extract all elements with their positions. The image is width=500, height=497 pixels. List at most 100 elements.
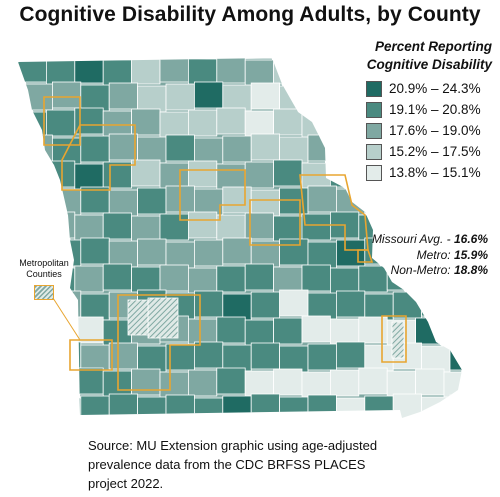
county (301, 315, 331, 343)
county (187, 369, 218, 397)
legend: Percent Reporting Cognitive Disability 2… (336, 38, 496, 183)
county (279, 396, 309, 418)
county (23, 394, 53, 418)
legend-label: 13.8% – 15.1% (389, 165, 481, 180)
county (80, 186, 110, 214)
county (415, 317, 445, 345)
county (80, 84, 110, 112)
county (80, 135, 110, 163)
county (193, 239, 224, 267)
county (273, 317, 303, 345)
metro-core-county (127, 299, 149, 336)
county (307, 292, 337, 320)
county (80, 293, 110, 321)
source-note: Source: MU Extension graphic using age-a… (88, 438, 378, 491)
county (364, 395, 394, 418)
county (193, 397, 224, 418)
county (108, 133, 138, 161)
county (443, 371, 462, 399)
county (108, 240, 138, 268)
county (159, 371, 189, 399)
county (193, 188, 224, 216)
county (18, 213, 47, 241)
county (165, 241, 195, 269)
county (108, 189, 138, 217)
county (386, 370, 417, 398)
county (421, 345, 451, 373)
county (273, 108, 303, 136)
county (244, 110, 274, 138)
county (443, 315, 462, 343)
county (335, 290, 366, 318)
county (415, 368, 445, 396)
county (187, 109, 218, 137)
nonmetro-average: Non-Metro: 18.8% (390, 263, 488, 277)
county (102, 263, 132, 291)
legend-swatch (366, 143, 382, 160)
county (52, 81, 82, 109)
county (216, 367, 246, 395)
county (421, 289, 451, 317)
county (222, 237, 252, 265)
county (108, 393, 138, 418)
metro-key-label: Metropolitan Counties (19, 258, 69, 279)
county (392, 393, 423, 418)
legend-swatch (366, 101, 382, 118)
county (335, 341, 366, 369)
county (52, 341, 82, 369)
legend-item: 13.8% – 15.1% (366, 162, 496, 183)
county (159, 111, 189, 139)
county (273, 58, 303, 85)
county (250, 133, 280, 161)
county (392, 291, 423, 319)
county (301, 371, 331, 399)
county (137, 85, 167, 113)
county (216, 58, 246, 84)
county (46, 211, 76, 239)
county (329, 318, 360, 346)
county (222, 344, 252, 372)
county (74, 107, 104, 135)
county (137, 345, 167, 373)
legend-title-line2: Cognitive Disability (366, 57, 492, 72)
county (18, 58, 47, 83)
county (46, 109, 76, 137)
metro-key-pointer (52, 297, 81, 341)
county (137, 136, 167, 164)
county (301, 213, 331, 241)
county (222, 293, 252, 321)
county (421, 187, 451, 215)
county (159, 213, 189, 241)
county (250, 291, 280, 319)
county (273, 215, 303, 243)
county (301, 58, 331, 83)
legend-title-line1: Percent Reporting (374, 39, 492, 54)
county (193, 81, 224, 109)
county (279, 289, 309, 317)
county (273, 159, 303, 187)
county (137, 396, 167, 418)
county (165, 134, 195, 162)
county (244, 59, 274, 87)
county (187, 58, 218, 86)
county (307, 185, 337, 213)
average-rates: Missouri Avg. - 16.6% Metro: 15.9% Non-M… (372, 232, 488, 279)
county (222, 395, 252, 418)
county (80, 237, 110, 265)
county (187, 318, 218, 346)
county (244, 161, 274, 189)
metro-core-county (391, 321, 405, 359)
county (187, 160, 218, 188)
county (222, 135, 252, 163)
metro-core-county (147, 297, 179, 339)
county (102, 212, 132, 240)
county (244, 319, 274, 347)
county (449, 394, 462, 418)
county (137, 187, 167, 215)
county (449, 185, 462, 213)
county (364, 186, 394, 214)
county (216, 214, 246, 242)
county (250, 189, 280, 217)
county (279, 136, 309, 164)
legend-label: 17.6% – 19.0% (389, 123, 481, 138)
